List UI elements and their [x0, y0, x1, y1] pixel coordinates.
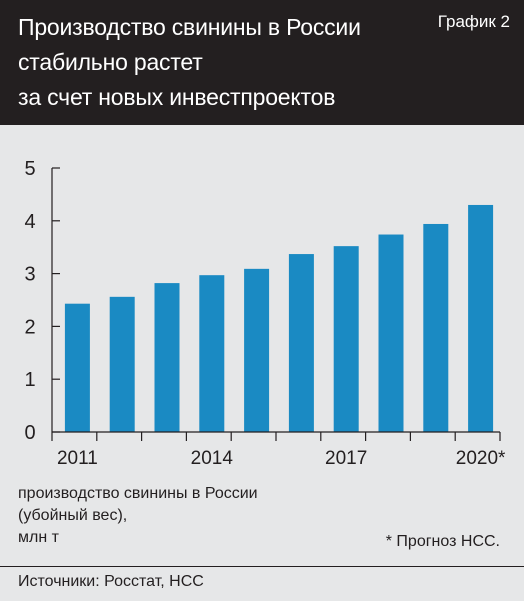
bar-2015: [244, 268, 270, 432]
bar-2016: [288, 254, 314, 432]
chart-number-badge: График 2: [437, 12, 510, 31]
y-axis-label-line-1: производство свинины в России: [18, 485, 258, 502]
y-tick-label-5: 5: [24, 158, 35, 180]
title-line-1: Производство свинины в России: [18, 14, 361, 40]
x-tick-label-2014: 2014: [191, 448, 234, 469]
bar-2017: [333, 246, 359, 432]
x-tick-label-2017: 2017: [325, 448, 367, 469]
forecast-footnote: * Прогноз НСС.: [385, 533, 500, 550]
y-axis-label-line-2: (убойный вес),: [18, 507, 128, 524]
y-tick-label-4: 4: [24, 211, 35, 233]
source-divider: [0, 566, 524, 601]
title-line-2: стабильно растет: [18, 49, 203, 75]
y-tick-label-2: 2: [24, 316, 35, 338]
bar-2020: [468, 204, 494, 432]
y-tick-label-0: 0: [24, 422, 35, 444]
y-tick-label-1: 1: [24, 369, 35, 391]
bar-2013: [154, 283, 180, 432]
chart-header: Производство свинины в России стабильно …: [0, 0, 524, 125]
y-tick-label-3: 3: [24, 264, 35, 286]
bar-2011: [64, 303, 90, 432]
bar-chart: 0 1 2 3 4 5 2011 2014 2017 2020*: [24, 158, 506, 469]
bar-2019: [423, 223, 449, 432]
chart-title: Производство свинины в России стабильно …: [18, 10, 418, 115]
y-axis-label: производство свинины в России (убойный в…: [18, 483, 318, 549]
title-line-3: за счет новых инвестпроектов: [18, 84, 336, 110]
y-axis-label-line-3: млн т: [18, 529, 59, 546]
bar-2012: [109, 296, 135, 432]
bar-2018: [378, 234, 404, 432]
bar-2014: [199, 275, 225, 432]
source-text: Источники: Росстат, НСС: [18, 573, 204, 590]
x-tick-label-2011: 2011: [57, 448, 98, 469]
x-tick-label-2020: 2020*: [456, 448, 506, 469]
